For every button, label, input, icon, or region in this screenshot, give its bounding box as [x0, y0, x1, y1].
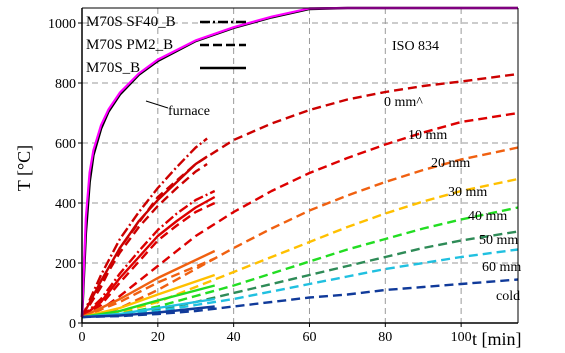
depth-label-cold: cold	[496, 289, 520, 304]
x-tick-label: 40	[227, 330, 241, 345]
series-line-50mm-dashed-15	[81, 230, 519, 319]
furnace-label: furnace	[168, 104, 210, 119]
series-line-10mm-dash-dot-6	[81, 189, 216, 318]
y-tick-label: 1000	[48, 17, 76, 32]
series-line-10mm-solid-5	[81, 195, 216, 318]
y-tick-label: 600	[55, 137, 76, 152]
x-tick-label: 20	[151, 330, 165, 345]
depth-label-10mm: 10 mm	[408, 128, 447, 143]
x-tick-label: 80	[378, 330, 392, 345]
series-line-40mm-solid-14	[81, 284, 216, 319]
depth-label-60mm: 60 mm	[482, 260, 521, 275]
iso-834-label: ISO 834	[392, 39, 439, 54]
y-tick-label: 800	[55, 77, 76, 92]
depth-label-20mm: 20 mm	[431, 156, 470, 171]
series-line-0mm-dash-dot-2	[80, 137, 208, 318]
x-tick-label: 100	[451, 330, 472, 345]
legend-label-m70s: M70S_B	[86, 60, 140, 76]
series-line-60mm-dashed-16	[81, 248, 519, 319]
legend-label-sf40: M70S SF40_B	[86, 14, 176, 30]
series-line-40mm-dashed-13	[81, 206, 519, 319]
series-line-30mm-dashed-11	[81, 177, 519, 319]
legend: M70S SF40_B M70S PM2_B M70S_B	[86, 14, 246, 76]
series-line-cold-solid-19	[81, 305, 215, 319]
x-tick-label: 0	[79, 330, 86, 345]
series-line-0mm-dashed-3	[80, 162, 208, 318]
y-tick-label: 200	[55, 257, 76, 272]
y-tick-label: 0	[69, 317, 76, 332]
series-line-20mm-dashed-10	[81, 257, 216, 319]
x-axis-label: t [min]	[472, 329, 522, 349]
legend-label-pm2: M70S PM2_B	[86, 37, 173, 53]
depth-label-40mm: 40 mm	[468, 209, 507, 224]
series-line-30mm-solid-12	[81, 273, 216, 319]
depth-label-30mm: 30 mm	[448, 185, 487, 200]
y-axis-label: T [°C]	[14, 145, 34, 191]
furnace-leader	[145, 100, 169, 109]
series-line-20mm-dashed-8	[81, 146, 519, 319]
series-line-20mm-solid-9	[81, 249, 216, 319]
series-line-0mm-solid-1	[80, 155, 208, 318]
depth-label-50mm: 50 mm	[479, 233, 518, 248]
x-tick-label: 60	[302, 330, 316, 345]
y-tick-label: 400	[55, 197, 76, 212]
series-line-10mm-dashed-4	[81, 111, 519, 319]
depth-label-0mm: 0 mm^	[384, 95, 423, 110]
